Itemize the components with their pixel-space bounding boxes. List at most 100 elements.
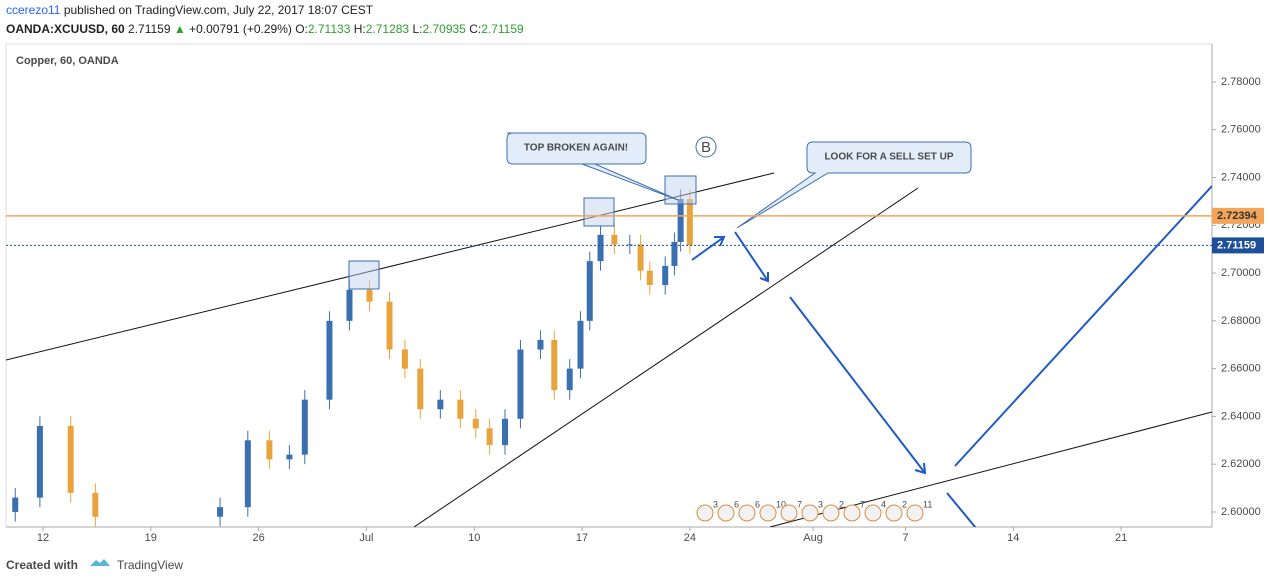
candle-body bbox=[486, 428, 493, 446]
y-tick-label: 2.68000 bbox=[1221, 315, 1261, 327]
y-tick-label: 2.64000 bbox=[1221, 410, 1261, 422]
event-icon bbox=[843, 504, 861, 522]
trend-line bbox=[6, 172, 775, 361]
highlight-box bbox=[348, 260, 380, 290]
high: 2.71283 bbox=[366, 22, 410, 36]
o-label: O: bbox=[295, 22, 308, 36]
candle-body bbox=[597, 234, 604, 262]
y-tick-label: 2.76000 bbox=[1221, 124, 1261, 136]
y-tick-label: 2.62000 bbox=[1221, 458, 1261, 470]
trend-line bbox=[413, 187, 919, 527]
event-icon bbox=[885, 504, 903, 522]
candle-body bbox=[537, 339, 544, 350]
candle-body bbox=[586, 261, 593, 321]
event-icon bbox=[801, 504, 819, 522]
candle-body bbox=[637, 244, 644, 271]
footer-brand[interactable]: TradingView bbox=[117, 558, 183, 572]
event-count: 2 bbox=[839, 499, 844, 509]
close: 2.71159 bbox=[481, 22, 524, 36]
candle-body bbox=[437, 399, 444, 410]
candle-body bbox=[92, 492, 99, 517]
annotation: TOP BROKEN AGAIN! bbox=[524, 143, 628, 154]
candle-body bbox=[677, 199, 684, 243]
symbol: OANDA:XCUUSD, 60 bbox=[6, 22, 125, 36]
price-label-bg bbox=[1212, 237, 1264, 254]
drawings bbox=[6, 132, 1212, 527]
price-label: 2.71159 bbox=[1217, 239, 1256, 251]
event-count: 10 bbox=[776, 499, 786, 509]
event-count: 4 bbox=[881, 499, 886, 509]
candle-body bbox=[366, 289, 373, 302]
symbol-line: OANDA:XCUUSD, 60 2.71159 ▲ +0.00791 (+0.… bbox=[6, 22, 524, 36]
candle-body bbox=[472, 418, 479, 429]
logo bbox=[90, 559, 110, 566]
event-count: 6 bbox=[755, 499, 760, 509]
candle-body bbox=[36, 425, 43, 498]
wave-marker bbox=[695, 136, 717, 158]
x-tick-label: 24 bbox=[684, 532, 696, 544]
callout bbox=[506, 132, 679, 201]
candle-body bbox=[577, 320, 584, 369]
y-tick-label: 2.74000 bbox=[1221, 171, 1261, 183]
event-count: 7 bbox=[860, 499, 865, 509]
candle-body bbox=[502, 418, 509, 446]
candle-body bbox=[12, 497, 19, 512]
candle-body bbox=[646, 270, 653, 286]
trend-line bbox=[769, 411, 1212, 527]
change: +0.00791 (+0.29%) bbox=[189, 22, 292, 36]
candle-body bbox=[457, 399, 464, 419]
candle-body bbox=[286, 454, 293, 460]
x-tick-label: 26 bbox=[252, 532, 264, 544]
candle-body bbox=[346, 289, 353, 321]
candle-body bbox=[301, 399, 308, 455]
x-tick-label: 7 bbox=[902, 532, 908, 544]
highlight-box bbox=[664, 175, 697, 205]
event-icon bbox=[696, 504, 714, 522]
x-tick-label: 14 bbox=[1007, 532, 1019, 544]
highlight-box bbox=[583, 197, 615, 227]
event-icon bbox=[738, 504, 756, 522]
event-icon bbox=[759, 504, 777, 522]
candle-body bbox=[417, 368, 424, 410]
x-tick-label: Jul bbox=[359, 532, 373, 544]
published: published on TradingView.com, July 22, 2… bbox=[64, 3, 374, 17]
x-tick-label: 19 bbox=[145, 532, 157, 544]
callout bbox=[736, 141, 972, 229]
header: ccerezo11 published on TradingView.com, … bbox=[6, 3, 374, 17]
candle-body bbox=[266, 440, 273, 460]
candle-body bbox=[671, 242, 678, 266]
candle-body bbox=[401, 349, 408, 369]
candle-body bbox=[326, 320, 333, 400]
candle-body bbox=[217, 507, 224, 517]
open: 2.71133 bbox=[308, 22, 351, 36]
candle-body bbox=[686, 199, 693, 246]
event-icon bbox=[864, 504, 882, 522]
annotation: LOOK FOR A SELL SET UP bbox=[824, 152, 953, 163]
x-tick-label: 12 bbox=[37, 532, 49, 544]
candle-body bbox=[386, 301, 393, 350]
event-icon bbox=[717, 504, 735, 522]
x-tick-label: 10 bbox=[468, 532, 480, 544]
l-label: L: bbox=[412, 22, 422, 36]
c-label: C: bbox=[469, 22, 481, 36]
candle-body bbox=[611, 234, 618, 245]
candle-body bbox=[244, 440, 251, 508]
x-tick-label: 21 bbox=[1115, 532, 1127, 544]
user[interactable]: ccerezo11 bbox=[6, 3, 61, 17]
x-tick-label: Aug bbox=[803, 532, 823, 544]
price-label-bg bbox=[1212, 207, 1264, 224]
candle-body bbox=[517, 349, 524, 419]
candle-body bbox=[551, 339, 558, 391]
arrows bbox=[691, 185, 1212, 527]
candle-body bbox=[67, 425, 74, 493]
event-icon bbox=[822, 504, 840, 522]
last: 2.71159 bbox=[128, 22, 171, 36]
annotation: B bbox=[701, 139, 711, 156]
plot-area bbox=[12, 189, 693, 527]
y-tick-label: 2.66000 bbox=[1221, 363, 1261, 375]
event-count: 3 bbox=[818, 499, 823, 509]
event-count: 6 bbox=[734, 499, 739, 509]
footer-created: Created with bbox=[6, 558, 78, 572]
candle-body bbox=[662, 265, 669, 286]
